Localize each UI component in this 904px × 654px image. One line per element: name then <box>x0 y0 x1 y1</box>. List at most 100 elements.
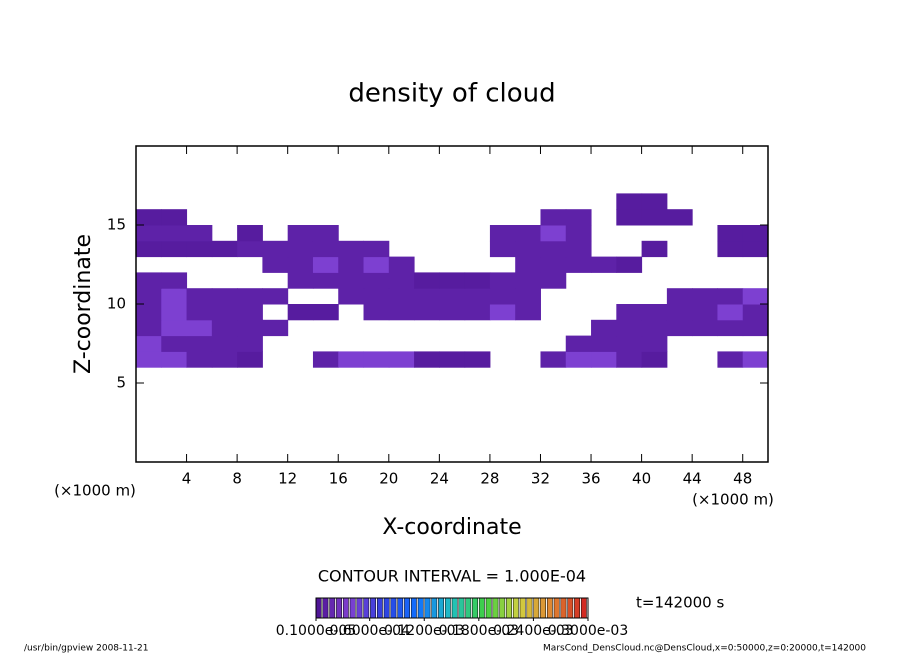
density-cell <box>565 256 592 273</box>
colorbar-stripe <box>342 597 349 619</box>
density-cell <box>540 256 567 273</box>
density-cell <box>211 351 238 368</box>
density-cell <box>237 351 263 368</box>
density-cell <box>161 288 188 305</box>
x-tick-label: 16 <box>329 470 348 488</box>
colorbar-stripe <box>574 597 580 619</box>
density-cell <box>262 240 289 258</box>
density-cell <box>641 335 668 352</box>
colorbar-stripe <box>458 597 465 619</box>
x-axis-label: X-coordinate <box>382 515 521 540</box>
density-cell <box>312 272 339 289</box>
density-cell <box>742 225 769 242</box>
colorbar-stripe <box>370 597 376 619</box>
contour-interval: CONTOUR INTERVAL = 1.000E-04 <box>318 567 586 586</box>
colorbar-stripe <box>472 597 478 619</box>
density-cell <box>540 351 567 368</box>
density-cell <box>616 335 643 352</box>
density-cell <box>161 209 188 226</box>
density-cell <box>692 319 718 337</box>
density-cell <box>489 240 516 258</box>
chart-title: density of cloud <box>348 79 555 109</box>
density-cell <box>211 304 238 321</box>
time-label: t=142000 s <box>636 594 724 612</box>
density-cell <box>237 335 263 352</box>
density-cell <box>666 288 693 305</box>
density-cell <box>186 304 213 321</box>
density-cell <box>742 304 769 321</box>
density-cell <box>641 351 668 368</box>
density-cell <box>666 304 693 321</box>
colorbar-stripe <box>431 597 438 619</box>
density-cell <box>211 240 238 258</box>
density-cell <box>641 193 668 210</box>
colorbar-stripe <box>526 597 533 619</box>
density-cell <box>287 240 314 258</box>
density-cell <box>515 272 541 289</box>
colorbar-stripe <box>540 597 546 619</box>
footer-right: MarsCond_DensCloud.nc@DensCloud,x=0:5000… <box>543 644 866 654</box>
density-cell <box>515 304 541 321</box>
density-cell <box>186 240 213 258</box>
colorbar-stripe <box>397 597 404 619</box>
density-cell <box>439 288 466 305</box>
colorbar-tick-label: 0.2400e-03 <box>493 623 573 639</box>
density-cell <box>565 335 592 352</box>
colorbar-stripe <box>363 597 370 619</box>
density-cell <box>591 256 617 273</box>
density-cell <box>616 351 643 368</box>
density-cell <box>287 304 314 321</box>
x-tick-label: 40 <box>632 470 651 488</box>
density-cell <box>136 272 162 289</box>
density-cell <box>388 272 415 289</box>
density-cell <box>439 272 466 289</box>
density-cell <box>186 225 213 242</box>
density-cell <box>616 304 643 321</box>
density-cell <box>312 225 339 242</box>
density-cell <box>616 256 643 273</box>
colorbar-stripe <box>512 597 519 619</box>
density-cell <box>540 225 567 242</box>
colorbar-stripe <box>329 597 336 619</box>
colorbar-stripe <box>533 597 540 619</box>
density-cell <box>388 256 415 273</box>
density-cell <box>161 304 188 321</box>
colorbar-stripe <box>465 597 472 619</box>
density-cell <box>439 351 466 368</box>
y-tick-label: 5 <box>116 374 126 392</box>
density-cell <box>287 256 314 273</box>
colorbar-stripe <box>390 597 397 619</box>
density-cell <box>136 351 162 368</box>
density-cell <box>540 272 567 289</box>
density-cell <box>742 240 769 258</box>
colorbar-stripe <box>417 597 424 619</box>
y-unit: (×1000 m) <box>54 482 136 500</box>
colorbar-tick-label: 0.6000e-04 <box>329 623 410 639</box>
density-cell <box>136 240 162 258</box>
density-cell <box>717 304 744 321</box>
colorbar-stripe <box>580 597 587 619</box>
density-cell <box>338 272 365 289</box>
density-cell <box>161 351 188 368</box>
density-cell <box>312 256 339 273</box>
colorbar-stripe <box>546 597 553 619</box>
density-cell <box>338 256 365 273</box>
density-cell <box>616 319 643 337</box>
density-cell <box>565 209 592 226</box>
colorbar-tick-label: 0.1800e-03 <box>439 623 519 639</box>
x-tick-label: 20 <box>379 470 398 488</box>
density-cell <box>692 304 718 321</box>
density-cell <box>237 319 263 337</box>
colorbar-stripe <box>315 597 322 619</box>
density-cell <box>641 209 668 226</box>
colorbar-stripe <box>451 597 458 619</box>
density-cell <box>237 240 263 258</box>
colorbar-tick-label: 0.1000e-05 <box>276 623 356 639</box>
colorbar-stripe <box>383 597 390 619</box>
density-cell <box>414 272 440 289</box>
density-cell <box>338 351 365 368</box>
colorbar-stripe <box>438 597 444 619</box>
density-cell <box>591 351 617 368</box>
density-cell <box>161 240 188 258</box>
density-cell <box>742 319 769 337</box>
